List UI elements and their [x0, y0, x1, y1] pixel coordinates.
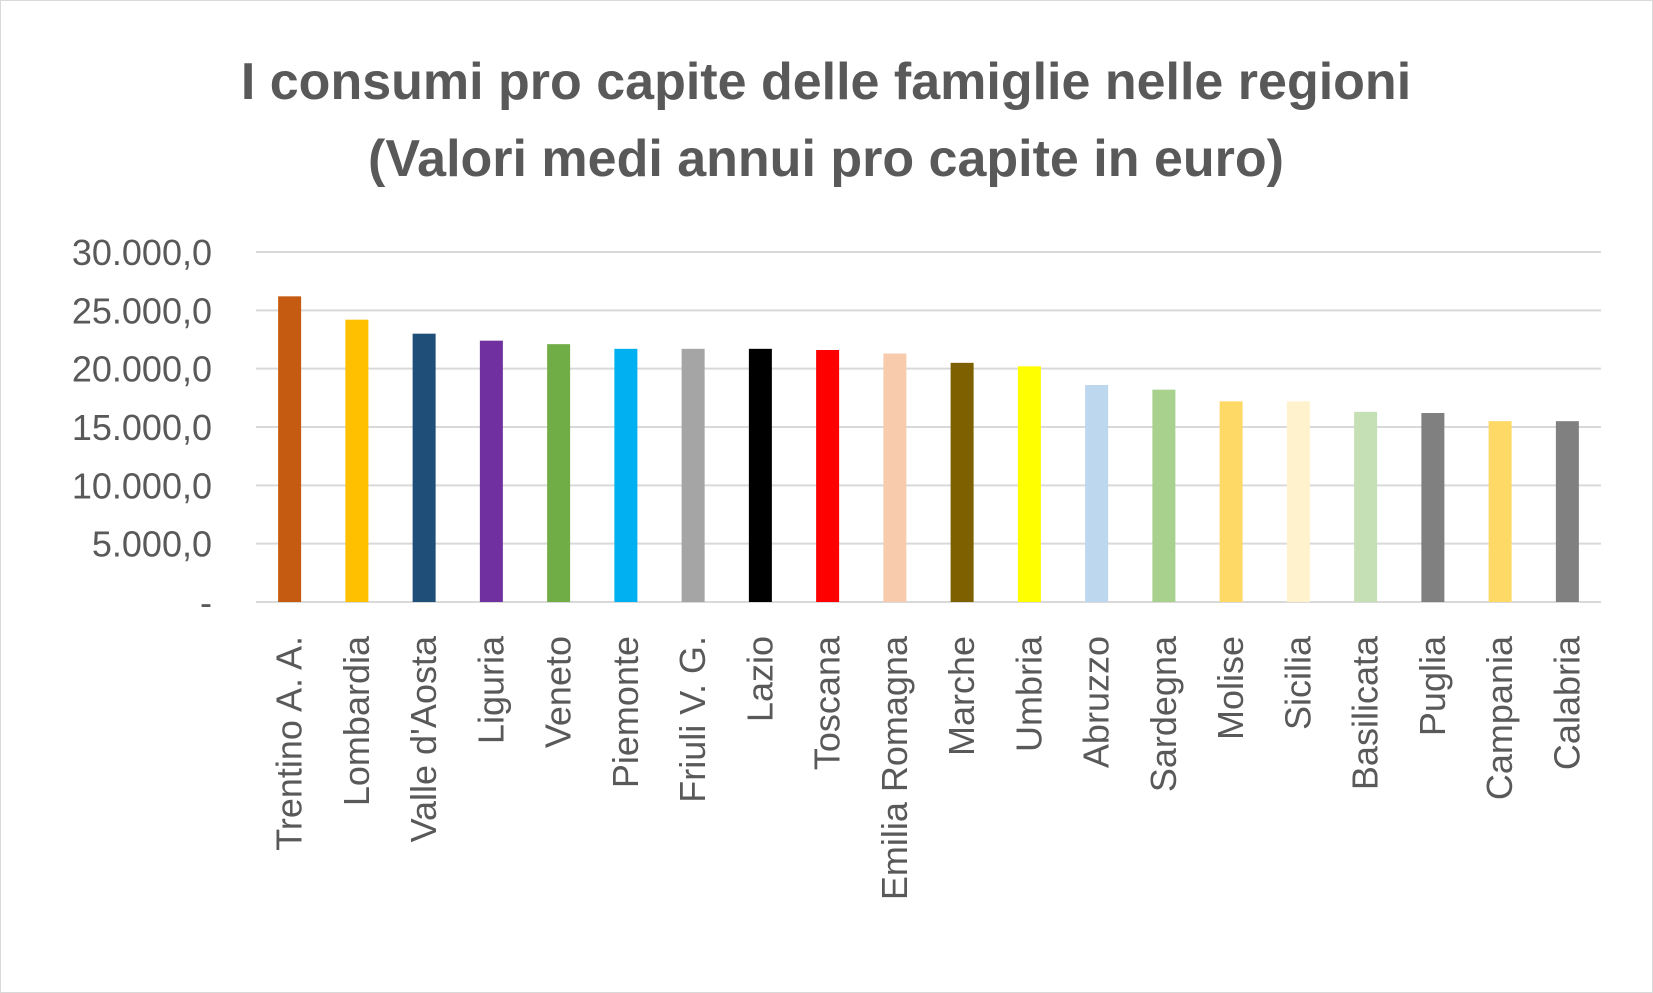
bar	[1555, 421, 1579, 602]
chart-title: I consumi pro capite delle famiglie nell…	[241, 53, 1411, 111]
x-category-label: Sicilia	[1277, 635, 1318, 730]
y-tick-label: 10.000,0	[72, 465, 212, 506]
x-category-label: Calabria	[1546, 635, 1587, 770]
bar	[950, 362, 974, 602]
bar	[1286, 401, 1310, 602]
x-category-label: Veneto	[538, 636, 579, 748]
x-category-label: Trentino A. A.	[269, 636, 310, 851]
x-category-label: Toscana	[807, 635, 848, 770]
bar	[1085, 385, 1109, 602]
bar	[479, 340, 503, 602]
bar	[681, 348, 705, 602]
y-tick-label: 5.000,0	[92, 524, 212, 565]
x-category-label: Emilia Romagna	[874, 635, 915, 900]
x-category-label: Valle d'Aosta	[403, 635, 444, 842]
bar	[1488, 421, 1512, 602]
y-tick-label: 30.000,0	[72, 232, 212, 273]
y-tick-label: -	[200, 582, 212, 623]
x-category-label: Abruzzo	[1076, 636, 1117, 768]
x-category-label: Campania	[1479, 635, 1520, 800]
bar	[816, 350, 840, 602]
y-tick-label: 20.000,0	[72, 349, 212, 390]
bar	[547, 344, 571, 602]
bar	[1017, 366, 1041, 602]
x-category-label: Marche	[941, 636, 982, 756]
bar	[1421, 413, 1445, 602]
bar	[1219, 401, 1243, 602]
x-category-label: Umbria	[1008, 635, 1049, 752]
gridlines	[256, 251, 1601, 603]
x-category-label: Piemonte	[605, 636, 646, 788]
y-axis-tick-labels: - 5.000,0 10.000,0 15.000,0 20.000,0 25.000,0…	[72, 232, 212, 623]
bar	[412, 333, 436, 602]
y-tick-label: 15.000,0	[72, 407, 212, 448]
bar	[345, 319, 369, 602]
x-axis-category-labels: Trentino A. A. Lombardia Valle d'Aosta Ligu…	[269, 635, 1588, 900]
x-category-label: Puglia	[1412, 635, 1453, 736]
y-tick-label: 25.000,0	[72, 290, 212, 331]
bar	[614, 348, 638, 602]
x-category-label: Lazio	[739, 636, 780, 722]
x-category-label: Sardegna	[1143, 635, 1184, 792]
bar	[883, 353, 907, 602]
x-category-label: Lombardia	[336, 635, 377, 806]
bar	[1152, 389, 1176, 602]
bar	[748, 348, 772, 602]
x-category-label: Liguria	[470, 635, 511, 744]
x-category-label: Friuli V. G.	[672, 636, 713, 803]
bar	[278, 296, 302, 602]
chart-subtitle: (Valori medi annui pro capite in euro)	[368, 130, 1284, 188]
bars	[278, 296, 1579, 602]
x-category-label: Molise	[1210, 636, 1251, 740]
bar	[1354, 411, 1378, 602]
x-category-label: Basilicata	[1345, 635, 1386, 790]
